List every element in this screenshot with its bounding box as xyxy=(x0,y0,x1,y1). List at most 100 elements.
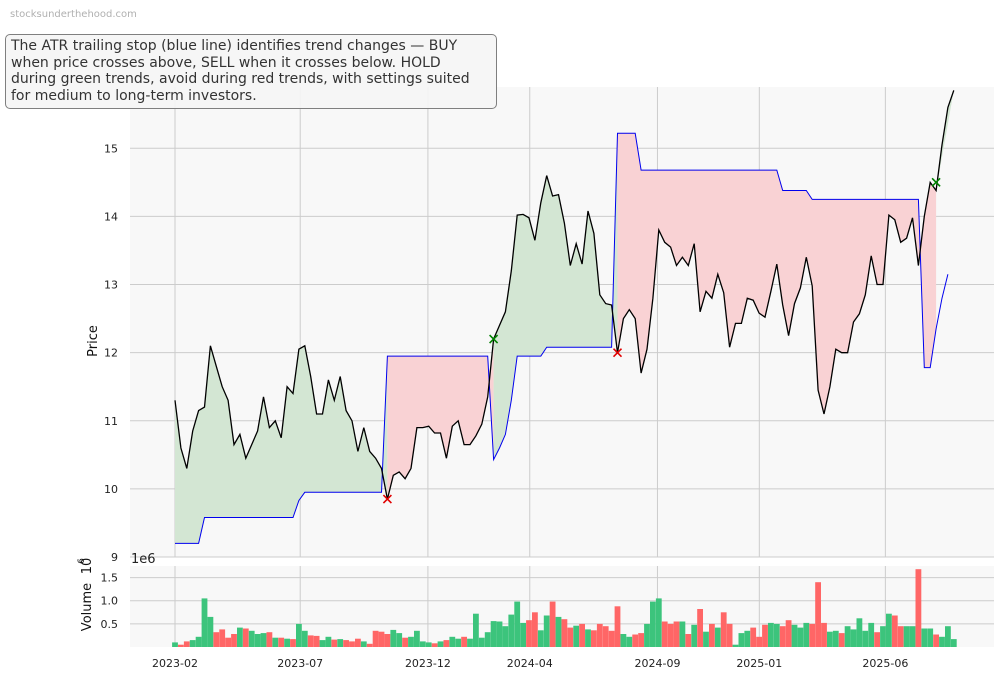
volume-bar xyxy=(697,609,703,647)
volume-bar xyxy=(650,601,656,647)
volume-bar xyxy=(768,622,774,647)
price-tick-label: 11 xyxy=(104,415,118,428)
sell-signal-marker xyxy=(382,494,392,504)
volume-bar xyxy=(809,623,816,647)
volume-bar xyxy=(502,626,509,647)
volume-bar xyxy=(254,634,261,647)
volume-bar xyxy=(537,630,544,647)
volume-bar xyxy=(349,641,355,647)
volume-bar xyxy=(644,623,650,647)
volume-bar xyxy=(231,634,237,647)
volume-bar xyxy=(779,626,786,647)
volume-bar xyxy=(567,627,574,647)
volume-bar xyxy=(756,636,762,647)
volume-bar xyxy=(738,633,745,647)
volume-bar xyxy=(496,621,503,647)
volume-bar xyxy=(313,635,320,647)
volume-bar xyxy=(484,632,491,647)
volume-bar xyxy=(856,618,863,647)
volume-bar xyxy=(921,628,928,647)
volume-bar xyxy=(449,636,456,647)
volume-bar xyxy=(897,626,904,647)
volume-bar xyxy=(390,629,397,647)
volume-bar xyxy=(408,636,414,647)
volume-bar xyxy=(714,627,721,647)
volume-bar xyxy=(945,626,951,647)
series-lines xyxy=(174,90,955,544)
volume-bar xyxy=(844,626,851,647)
volume-bar xyxy=(172,642,178,647)
volume-bar xyxy=(207,616,214,647)
volume-bar xyxy=(703,631,709,647)
price-tick-label: 13 xyxy=(104,279,118,292)
volume-bar xyxy=(827,631,833,647)
volume-tick-label: 0.5 xyxy=(101,618,119,631)
volume-bar xyxy=(201,598,208,647)
volume-bar xyxy=(762,624,768,647)
volume-bar xyxy=(602,626,609,647)
volume-bar xyxy=(260,633,267,647)
volume-bar xyxy=(183,641,190,647)
downtrend-fill xyxy=(387,339,494,500)
volume-bars xyxy=(172,569,957,647)
volume-bar xyxy=(679,621,686,647)
volume-bar xyxy=(219,629,226,647)
uptrend-fill xyxy=(175,345,388,544)
volume-bar xyxy=(561,619,568,647)
volume-bar xyxy=(874,632,880,647)
volume-bar xyxy=(366,643,373,647)
volume-bar xyxy=(821,622,827,647)
volume-bar xyxy=(927,628,934,647)
volume-bar xyxy=(360,641,367,647)
volume-bar xyxy=(638,633,644,647)
volume-bar xyxy=(655,598,662,647)
atr-stop-line xyxy=(175,132,949,544)
volume-bar xyxy=(803,622,810,647)
volume-bar xyxy=(307,635,314,647)
volume-bar xyxy=(272,637,279,647)
price-tick-label: 14 xyxy=(104,210,118,223)
volume-bar xyxy=(909,626,916,647)
volume-bar xyxy=(195,636,202,647)
volume-bar xyxy=(838,633,845,647)
volume-bar xyxy=(933,634,939,647)
volume-bar xyxy=(661,621,668,647)
annotation-box: The ATR trailing stop (blue line) identi… xyxy=(5,34,497,109)
volume-bar xyxy=(378,631,385,647)
volume-bar xyxy=(555,616,562,647)
volume-bar xyxy=(437,641,444,647)
volume-bar xyxy=(850,629,857,647)
volume-bar xyxy=(632,634,639,647)
volume-bar xyxy=(591,630,597,647)
volume-bar xyxy=(325,636,332,647)
volume-bar xyxy=(284,638,290,647)
volume-bar xyxy=(950,639,957,647)
volume-bar xyxy=(673,621,680,647)
volume-axis-unit-exponent: 6 xyxy=(77,558,87,564)
volume-bar xyxy=(443,640,450,647)
volume-bar xyxy=(490,621,497,647)
volume-bar xyxy=(543,615,550,647)
volume-bar xyxy=(626,636,633,647)
volume-bar xyxy=(791,624,798,647)
volume-bar xyxy=(891,615,898,647)
volume-bar xyxy=(419,641,426,647)
volume-bar xyxy=(939,636,945,647)
volume-bar xyxy=(526,620,532,647)
marker-stroke xyxy=(931,177,941,187)
volume-bar xyxy=(915,569,922,647)
price-line xyxy=(174,90,955,500)
volume-bar xyxy=(225,637,231,647)
volume-bar xyxy=(720,612,727,647)
volume-axis-unit: 10 xyxy=(80,558,95,575)
volume-bar xyxy=(614,606,621,647)
volume-bar xyxy=(290,639,296,647)
axes: 9 10 11 12 13 14 15 0.5 1.0 1.5 1e6 2023-02 2023-07 2… xyxy=(77,142,908,670)
volume-bar xyxy=(750,627,757,647)
volume-bar xyxy=(278,637,285,647)
uptrend-fill xyxy=(936,90,954,191)
volume-bar xyxy=(337,639,344,647)
volume-tick-label: 1.5 xyxy=(101,572,119,585)
volume-bar xyxy=(685,634,692,647)
